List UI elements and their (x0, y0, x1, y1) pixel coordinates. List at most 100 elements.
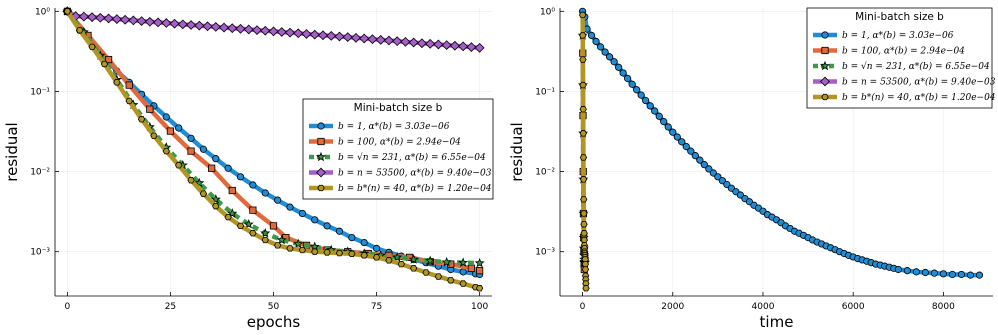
legend-title: Mini-batch size b (354, 102, 443, 114)
data-point (458, 257, 469, 267)
data-point (125, 81, 133, 89)
data-point (146, 105, 154, 113)
legend-marker (820, 76, 830, 87)
left-chart-epochs: 0 25 50 75 100 10⁰ 10⁻¹ 10⁻² 10⁻³ epochs residual M… (3, 6, 494, 331)
data-point (194, 177, 205, 188)
data-point (104, 55, 113, 64)
data-point (601, 48, 609, 56)
data-point (194, 20, 205, 31)
data-point (125, 97, 133, 105)
data-point (921, 268, 929, 277)
data-point (939, 270, 947, 278)
data-point (372, 244, 381, 252)
data-point (475, 285, 484, 292)
data-point (227, 23, 238, 34)
legend-entry: b = b*(n) = 40, α*(b) = 1.20e−04 (842, 92, 996, 103)
data-point (87, 12, 97, 23)
data-point (579, 176, 588, 183)
data-point (714, 173, 722, 181)
series-4 (62, 6, 485, 53)
data-point (579, 106, 587, 113)
data-point (408, 254, 419, 264)
y-tick-label: 10⁰ (540, 7, 555, 17)
data-point (169, 18, 180, 29)
data-point (210, 22, 221, 32)
legend-marker (316, 167, 326, 178)
x-tick-label: 50 (268, 302, 280, 312)
series-1 (578, 7, 984, 279)
x-tick-label: 2000 (661, 302, 684, 312)
data-point (334, 31, 345, 42)
data-point (580, 210, 588, 217)
x-tick-label: 0 (65, 302, 71, 312)
data-point (433, 39, 444, 50)
data-point (177, 19, 188, 30)
data-point (975, 271, 984, 279)
series-5 (63, 8, 484, 292)
y-tick-label: 10⁻² (30, 168, 50, 178)
data-point (120, 14, 130, 25)
data-point (459, 268, 467, 276)
data-point (359, 33, 370, 44)
data-point (136, 16, 147, 26)
legend-marker (819, 60, 831, 71)
x-tick-label: 8000 (932, 302, 955, 312)
data-point (268, 26, 279, 37)
legend-entry: b = 100, α*(b) = 2.94e−04 (338, 137, 461, 148)
data-point (342, 32, 353, 43)
y-tick-label: 10⁻³ (535, 248, 555, 258)
data-point (384, 35, 394, 46)
data-point (166, 127, 175, 135)
data-point (311, 248, 319, 255)
y-tick-label: 10⁻² (535, 168, 555, 178)
data-point (425, 255, 436, 266)
data-point (615, 63, 623, 71)
data-point (408, 37, 419, 48)
data-point (633, 86, 641, 94)
legend-marker (315, 151, 327, 162)
data-point (128, 15, 139, 26)
data-point (450, 40, 460, 51)
y-tick-label: 10⁰ (35, 7, 50, 17)
legend: Mini-batch size b b = 1, α*(b) = 3.03e−06… (302, 98, 494, 200)
x-axis-label: epochs (247, 313, 301, 331)
data-point (326, 30, 337, 41)
data-point (298, 246, 307, 254)
data-point (228, 186, 236, 195)
legend-box (302, 98, 494, 200)
legend-marker (317, 137, 325, 146)
data-point (592, 37, 600, 46)
data-point (323, 222, 331, 230)
data-point (113, 79, 121, 86)
data-point (476, 267, 484, 275)
data-point (351, 32, 361, 43)
series-line (65, 9, 481, 273)
data-point (144, 16, 155, 27)
data-point (150, 132, 158, 139)
data-point (95, 12, 106, 23)
data-point (691, 152, 699, 160)
y-tick-label: 10⁻³ (30, 248, 50, 258)
legend-title: Mini-batch size b (855, 11, 944, 23)
data-point (298, 209, 306, 218)
data-point (700, 161, 708, 169)
data-point (63, 8, 72, 15)
data-point (912, 268, 920, 276)
data-point (434, 273, 443, 280)
data-point (212, 202, 220, 210)
data-point (202, 21, 213, 32)
data-point (596, 43, 605, 51)
data-point (580, 196, 588, 203)
data-point (417, 38, 427, 49)
data-point (580, 236, 588, 244)
data-point (392, 36, 403, 47)
data-point (669, 128, 677, 136)
data-point (309, 29, 320, 40)
data-point (458, 41, 469, 52)
data-point (137, 116, 146, 123)
data-point (673, 133, 681, 141)
data-point (385, 257, 393, 264)
data-point (709, 169, 717, 177)
data-point (78, 11, 89, 22)
legend-entry: b = √n = 231, α*(b) = 6.55e−04 (338, 152, 486, 163)
